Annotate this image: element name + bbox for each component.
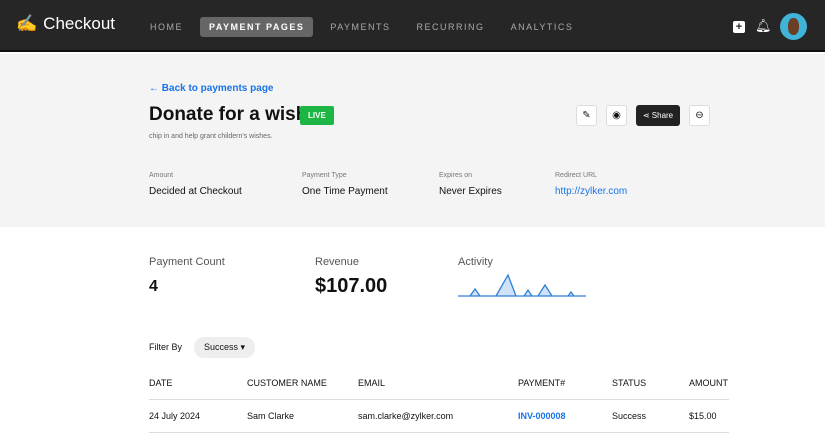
pencil-icon: ✎ (582, 110, 591, 121)
nav-payments[interactable]: PAYMENTS (330, 22, 391, 32)
avatar[interactable] (780, 13, 807, 40)
meta-payment-type: Payment Type One Time Payment (302, 172, 388, 197)
meta-value: Never Expires (439, 186, 502, 197)
meta-label: Payment Type (302, 172, 347, 179)
meta-label: Expires on (439, 172, 473, 179)
arrow-left-icon: ← (149, 83, 162, 94)
page-description: chip in and help grant childern's wishes… (149, 133, 273, 140)
nav-analytics[interactable]: ANALYTICS (510, 22, 574, 32)
activity: Activity (458, 256, 493, 268)
edit-button[interactable]: ✎ (576, 105, 597, 126)
meta-label: Redirect URL (555, 172, 598, 179)
payment-count: Payment Count 4 (149, 256, 225, 296)
share-icon: ⋖ (642, 111, 652, 120)
main-nav: HOME PAYMENT PAGES PAYMENTS RECURRING AN… (141, 17, 590, 37)
meta-amount: Amount Decided at Checkout (149, 172, 242, 197)
bell-icon[interactable]: 🔔︎ (755, 18, 772, 33)
divider (149, 432, 729, 433)
filter-label: Filter By (149, 342, 183, 352)
nav-home[interactable]: HOME (150, 22, 183, 32)
cell-status: Success (612, 411, 647, 421)
app-logo[interactable]: ✍ Checkout (16, 14, 115, 34)
revenue: Revenue $107.00 (315, 256, 387, 298)
eye-icon: ◉ (612, 110, 621, 121)
stat-value: $107.00 (315, 275, 388, 297)
status-filter-dropdown[interactable]: Success ▾ (194, 337, 256, 358)
back-label: Back to payments page (161, 83, 274, 94)
stat-label: Activity (458, 256, 493, 268)
col-payment[interactable]: PAYMENT# (518, 378, 566, 388)
nav-payment-pages[interactable]: PAYMENT PAGES (200, 17, 314, 37)
checkout-icon: ✍ (16, 14, 38, 33)
stat-label: Revenue (315, 256, 360, 268)
top-bar: ✍ Checkout HOME PAYMENT PAGES PAYMENTS RE… (0, 0, 825, 52)
add-icon[interactable]: + (733, 21, 745, 33)
col-amount[interactable]: AMOUNT (689, 378, 728, 388)
col-customer[interactable]: CUSTOMER NAME (247, 378, 327, 388)
status-badge: LIVE (300, 106, 334, 125)
back-link[interactable]: ← Back to payments page (149, 83, 274, 94)
meta-expires: Expires on Never Expires (439, 172, 502, 197)
col-status[interactable]: STATUS (612, 378, 647, 388)
col-date[interactable]: DATE (149, 378, 173, 388)
nav-recurring[interactable]: RECURRING (416, 22, 485, 32)
more-button[interactable]: ⊖ (689, 105, 710, 126)
activity-sparkline (458, 273, 586, 297)
cell-amount: $15.00 (689, 411, 717, 421)
stat-label: Payment Count (149, 256, 225, 268)
redirect-url-link[interactable]: http://zylker.com (555, 186, 628, 197)
cell-customer: Sam Clarke (247, 411, 295, 421)
more-icon: ⊖ (695, 110, 704, 121)
filter-value: Success (204, 342, 239, 352)
share-button[interactable]: ⋖ Share (636, 105, 680, 126)
meta-redirect-url: Redirect URL http://zylker.com (555, 172, 627, 197)
meta-label: Amount (149, 172, 174, 179)
page-title: Donate for a wish (149, 104, 308, 125)
meta-value: Decided at Checkout (149, 186, 242, 197)
stat-value: 4 (149, 278, 158, 295)
app-name: Checkout (43, 14, 115, 33)
share-label: Share (651, 111, 674, 120)
meta-value: One Time Payment (302, 186, 388, 197)
invoice-link[interactable]: INV-000008 (518, 411, 566, 421)
cell-date: 24 July 2024 (149, 411, 201, 421)
col-email[interactable]: EMAIL (358, 378, 386, 388)
cell-email: sam.clarke@zylker.com (358, 411, 454, 421)
divider (149, 399, 729, 400)
page-header (0, 54, 825, 227)
preview-button[interactable]: ◉ (606, 105, 627, 126)
caret-down-icon: ▾ (240, 342, 246, 352)
